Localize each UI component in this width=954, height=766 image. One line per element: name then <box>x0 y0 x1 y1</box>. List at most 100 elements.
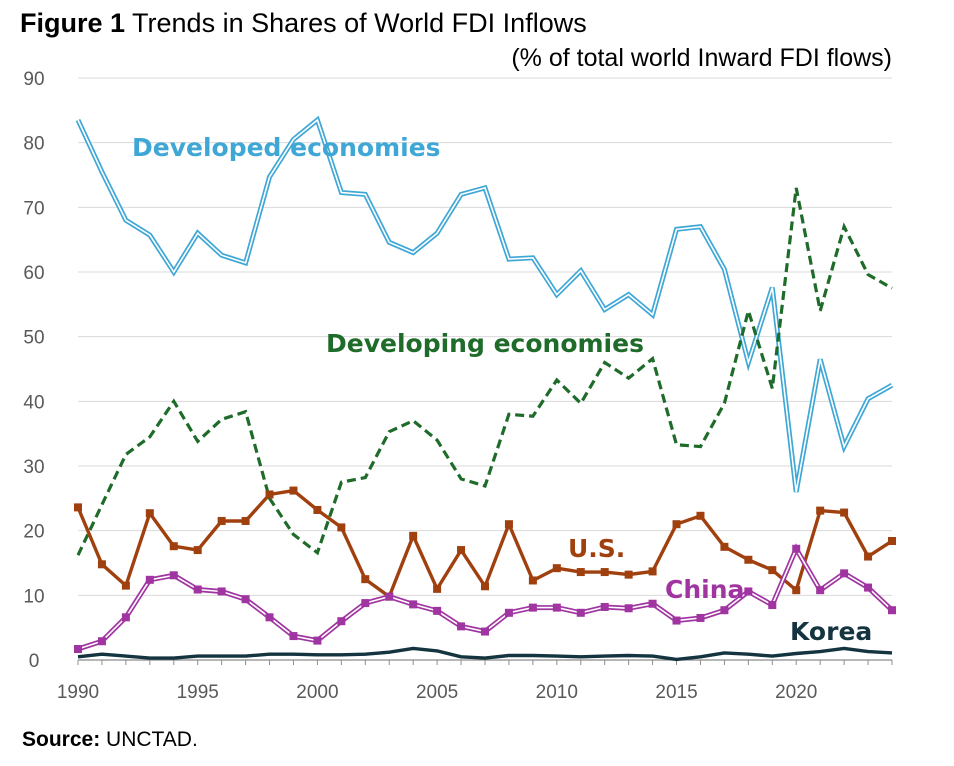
marker-u-s-2014 <box>648 567 657 576</box>
marker-china-2008 <box>504 608 513 617</box>
y-tick-label-40: 40 <box>23 392 44 413</box>
marker-u-s-2013 <box>624 570 633 579</box>
marker-u-s-2009 <box>528 576 537 585</box>
series-developing-economies <box>76 187 893 556</box>
marker-china-2000 <box>313 636 322 645</box>
marker-china-2013 <box>624 604 633 613</box>
series-line-developing-economies <box>76 187 893 556</box>
marker-u-s-1996 <box>217 516 226 525</box>
series-korea <box>77 646 893 662</box>
marker-china-2012 <box>600 602 609 611</box>
marker-u-s-2002 <box>361 575 370 584</box>
marker-china-2005 <box>433 606 442 615</box>
figure-title-text: Trends in Shares of World FDI Inflows <box>132 8 587 38</box>
marker-u-s-1992 <box>121 581 130 590</box>
x-tick-label-2020: 2020 <box>775 682 817 703</box>
y-tick-label-20: 20 <box>23 522 44 543</box>
marker-china-2019 <box>768 601 777 610</box>
y-tick-label-30: 30 <box>23 457 44 478</box>
marker-china-2010 <box>552 603 561 612</box>
marker-china-1994 <box>169 571 178 580</box>
marker-china-2006 <box>457 622 466 631</box>
source-label: Source: <box>22 728 101 751</box>
marker-china-1995 <box>193 585 202 594</box>
series-line-inner-developed-economies <box>77 118 893 493</box>
marker-u-s-1993 <box>145 509 154 518</box>
series-labels: Developed economies Developing economies U… <box>132 133 872 646</box>
source-text: UNCTAD. <box>106 728 198 751</box>
x-tick-label-2005: 2005 <box>416 682 458 703</box>
source-note: Source: UNCTAD. <box>22 728 198 752</box>
marker-china-2014 <box>648 599 657 608</box>
marker-u-s-2015 <box>672 520 681 529</box>
x-tick-label-2015: 2015 <box>655 682 697 703</box>
axes: 0 10 20 30 40 50 60 70 80 90 1990 1995 2000 2005 2010 2… <box>23 69 893 703</box>
marker-u-s-2000 <box>313 505 322 514</box>
series-lines <box>74 115 896 662</box>
marker-u-s-2012 <box>600 568 609 577</box>
marker-china-1993 <box>145 575 154 584</box>
marker-china-2023 <box>864 583 873 592</box>
marker-u-s-1994 <box>169 542 178 551</box>
x-tick-label-1995: 1995 <box>177 682 219 703</box>
marker-china-2002 <box>361 599 370 608</box>
x-tick-label-1990: 1990 <box>57 682 99 703</box>
marker-china-1996 <box>217 587 226 596</box>
marker-china-2020 <box>792 544 801 553</box>
series-u-s <box>74 486 896 601</box>
chart-title: Figure 1 Trends in Shares of World FDI I… <box>20 8 587 39</box>
marker-china-2004 <box>409 600 418 609</box>
marker-u-s-2022 <box>840 508 849 517</box>
series-line-korea <box>77 646 893 662</box>
marker-china-2011 <box>576 608 585 617</box>
series-label-developed-economies: Developed economies <box>132 133 441 162</box>
marker-china-2007 <box>481 627 489 636</box>
marker-china-2024 <box>888 606 896 615</box>
marker-china-2001 <box>337 617 346 626</box>
marker-u-s-2017 <box>720 542 729 551</box>
marker-u-s-2024 <box>888 537 896 546</box>
series-line-u-s <box>76 488 893 599</box>
marker-u-s-1991 <box>97 560 106 569</box>
marker-u-s-2023 <box>864 552 873 561</box>
y-tick-label-10: 10 <box>23 586 44 607</box>
marker-u-s-2006 <box>457 546 466 555</box>
marker-u-s-2005 <box>433 584 442 593</box>
series-developed-economies <box>75 115 894 493</box>
y-tick-label-50: 50 <box>23 328 44 349</box>
marker-u-s-1999 <box>289 486 298 495</box>
marker-china-2009 <box>528 603 537 612</box>
marker-u-s-2007 <box>481 582 489 591</box>
series-label-developing-economies: Developing economies <box>326 329 644 358</box>
y-tick-label-80: 80 <box>23 134 44 155</box>
marker-u-s-2010 <box>552 564 561 573</box>
marker-china-1999 <box>289 632 298 641</box>
marker-u-s-2018 <box>744 555 753 564</box>
marker-u-s-2001 <box>337 523 346 532</box>
marker-china-1991 <box>97 637 106 646</box>
marker-u-s-2019 <box>768 566 777 575</box>
marker-u-s-2004 <box>409 531 418 540</box>
series-label-korea: Korea <box>790 617 872 646</box>
series-line-outer-developed-economies <box>75 115 894 493</box>
series-china <box>74 543 896 654</box>
marker-u-s-2020 <box>792 586 801 595</box>
marker-china-2018 <box>744 587 753 596</box>
y-tick-label-0: 0 <box>29 651 40 672</box>
marker-u-s-1990 <box>74 503 82 512</box>
y-tick-label-70: 70 <box>23 198 44 219</box>
marker-china-1992 <box>121 613 130 622</box>
marker-china-2022 <box>840 569 849 578</box>
marker-china-2015 <box>672 616 681 625</box>
series-label-u-s: U.S. <box>568 534 625 563</box>
marker-china-1998 <box>265 613 274 622</box>
x-tick-label-2010: 2010 <box>536 682 578 703</box>
marker-china-2021 <box>816 586 825 595</box>
marker-china-2016 <box>696 613 705 622</box>
marker-u-s-2016 <box>696 511 705 520</box>
marker-china-2003 <box>385 592 394 601</box>
marker-china-1997 <box>241 595 250 604</box>
marker-u-s-1998 <box>265 490 274 499</box>
marker-u-s-1997 <box>241 516 250 525</box>
